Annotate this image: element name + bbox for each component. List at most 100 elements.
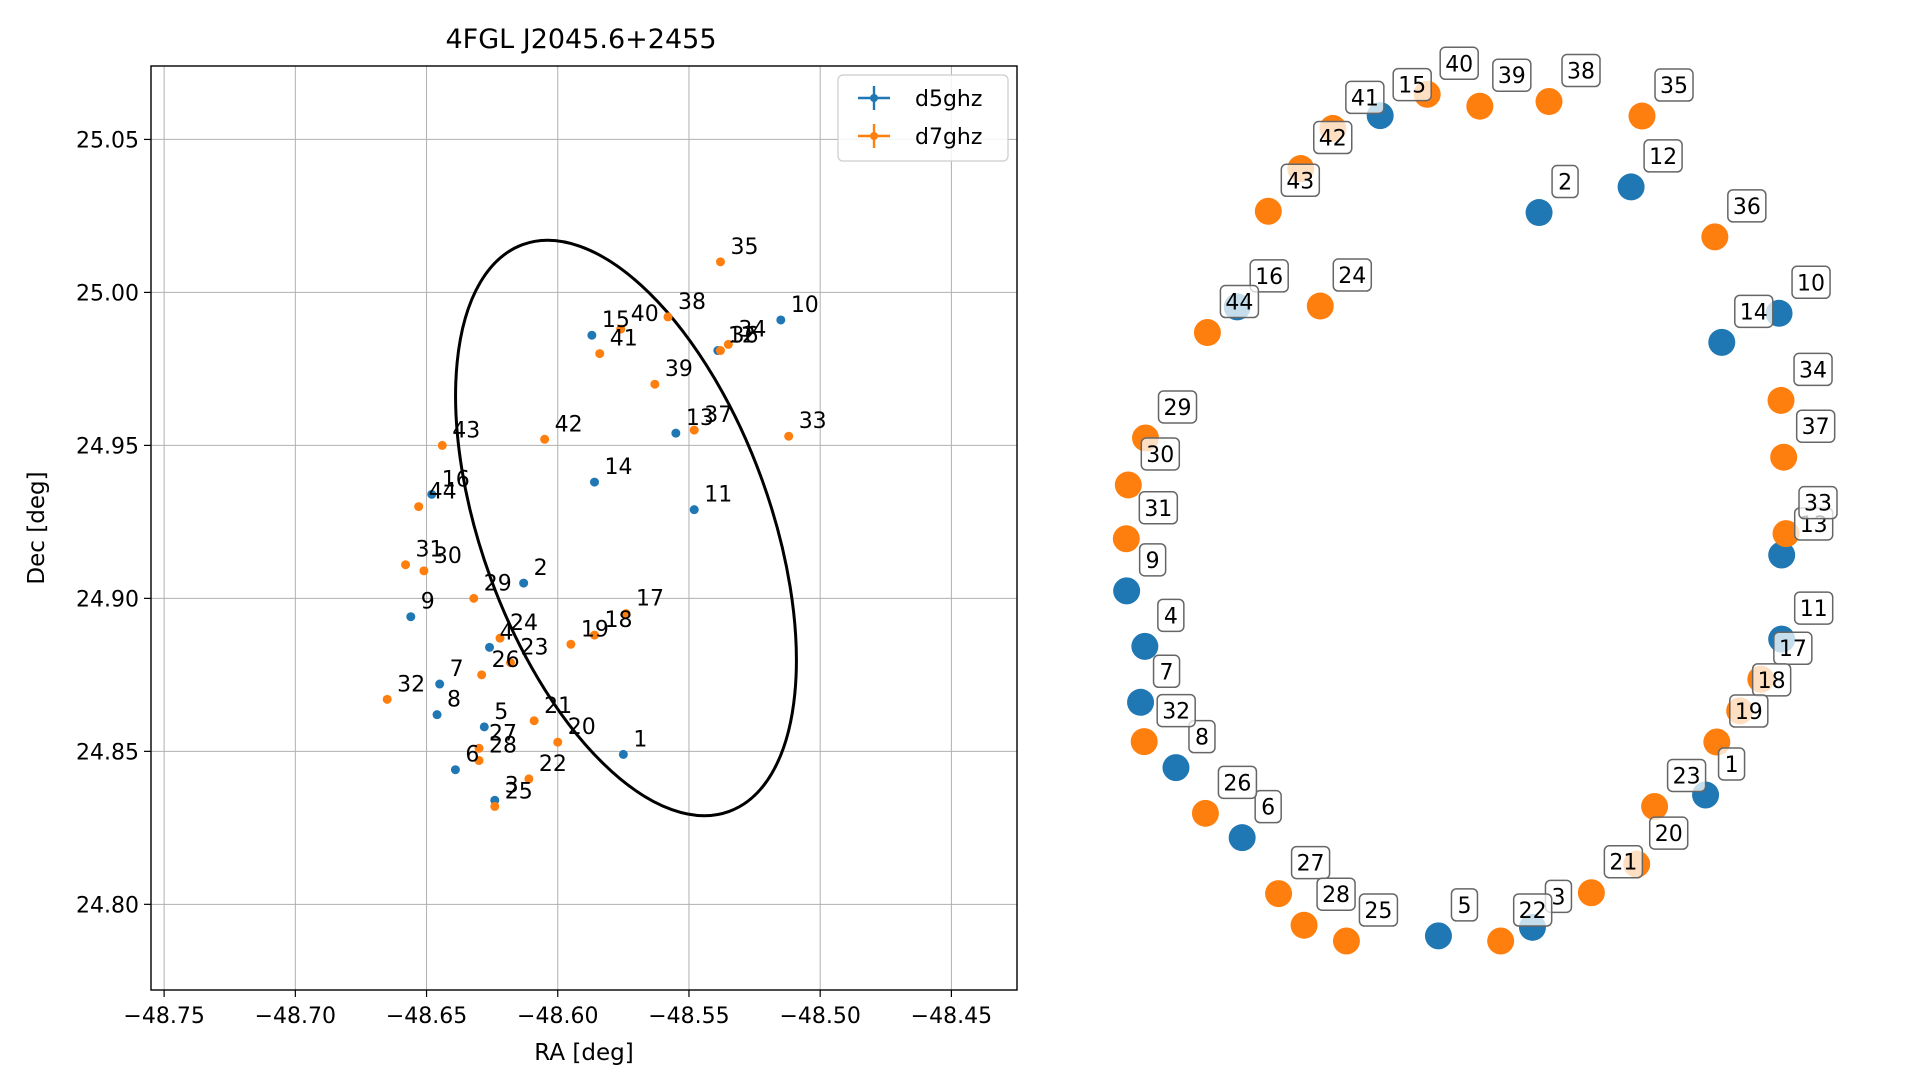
point-label-38: 38 bbox=[678, 290, 706, 315]
point-d5ghz-14 bbox=[589, 477, 599, 487]
point-label-27: 27 bbox=[489, 721, 517, 746]
point-label-22: 22 bbox=[539, 752, 567, 777]
ring-label-box bbox=[1280, 163, 1321, 198]
point-d5ghz-16 bbox=[427, 489, 437, 499]
ring-point-d7ghz-23 bbox=[1641, 792, 1669, 820]
ring-label-3: 3 bbox=[1551, 885, 1565, 910]
point-label-41: 41 bbox=[610, 327, 638, 352]
y-tick-label: 24.90 bbox=[76, 587, 139, 612]
point-d7ghz-40 bbox=[616, 324, 626, 334]
point-label-21: 21 bbox=[544, 694, 572, 719]
ring-point-d7ghz-22 bbox=[1487, 927, 1515, 955]
point-d7ghz-41 bbox=[595, 349, 605, 359]
point-d5ghz-8 bbox=[432, 710, 442, 720]
ring-label-37: 37 bbox=[1802, 415, 1830, 440]
y-tick-label: 25.00 bbox=[76, 281, 139, 306]
ring-label-16: 16 bbox=[1255, 265, 1283, 290]
point-label-19: 19 bbox=[581, 617, 609, 642]
ring-label-box bbox=[1603, 844, 1644, 879]
ring-point-d7ghz-26 bbox=[1191, 799, 1219, 827]
point-d7ghz-34 bbox=[723, 339, 733, 349]
point-d7ghz-22 bbox=[524, 774, 534, 784]
point-label-17: 17 bbox=[636, 587, 664, 612]
ring-label-43: 43 bbox=[1286, 169, 1314, 194]
legend-label-d5ghz: d5ghz bbox=[915, 87, 982, 112]
ring-label-44: 44 bbox=[1225, 291, 1253, 316]
point-d7ghz-18 bbox=[589, 630, 599, 640]
ring-label-box bbox=[1717, 747, 1746, 781]
point-d7ghz-32 bbox=[382, 694, 392, 704]
point-d7ghz-33 bbox=[784, 431, 794, 441]
ring-label-42: 42 bbox=[1319, 127, 1347, 152]
point-label-26: 26 bbox=[492, 648, 520, 673]
ring-label-30: 30 bbox=[1146, 443, 1174, 468]
ring-point-d7ghz-44 bbox=[1193, 319, 1221, 347]
ring-point-d5ghz-13 bbox=[1768, 541, 1796, 569]
point-label-1: 1 bbox=[633, 727, 647, 752]
point-d7ghz-44 bbox=[414, 502, 424, 512]
ring-label-23: 23 bbox=[1673, 764, 1701, 789]
ring-label-5: 5 bbox=[1457, 894, 1471, 919]
ring-label-21: 21 bbox=[1609, 851, 1637, 876]
point-label-44: 44 bbox=[429, 480, 457, 505]
ring-point-d7ghz-43 bbox=[1254, 197, 1282, 225]
point-label-12: 12 bbox=[728, 324, 756, 349]
ring-label-box bbox=[1791, 265, 1831, 300]
point-label-3: 3 bbox=[505, 773, 519, 798]
point-d5ghz-6 bbox=[450, 765, 460, 775]
point-label-5: 5 bbox=[494, 700, 508, 725]
ring-label-4: 4 bbox=[1164, 604, 1178, 629]
point-label-20: 20 bbox=[568, 715, 596, 740]
y-ticks: 24.80 24.85 24.90 24.95 25.00 25.05 bbox=[76, 128, 151, 918]
point-d5ghz-5 bbox=[479, 722, 489, 732]
ring-label-8: 8 bbox=[1195, 726, 1209, 751]
point-d7ghz-31 bbox=[401, 560, 411, 570]
grid bbox=[151, 66, 1017, 990]
ring-label-40: 40 bbox=[1445, 52, 1473, 77]
ring-point-d5ghz-9 bbox=[1113, 577, 1141, 605]
point-d7ghz-26 bbox=[477, 670, 487, 680]
legend: d5ghz d7ghz bbox=[837, 74, 1009, 162]
right-chart: 1234567891011121314151617181920212223242… bbox=[1112, 46, 1838, 955]
ring-label-box bbox=[1729, 694, 1769, 728]
ring-label-14: 14 bbox=[1740, 300, 1768, 325]
ring-label-17: 17 bbox=[1779, 637, 1807, 662]
ring-label-box bbox=[1140, 437, 1181, 471]
point-label-42: 42 bbox=[555, 412, 583, 437]
point-d7ghz-25 bbox=[490, 801, 500, 811]
point-d7ghz-30 bbox=[419, 566, 429, 576]
point-label-33: 33 bbox=[799, 409, 827, 434]
ring-label-box bbox=[1345, 80, 1385, 115]
point-label-36: 36 bbox=[730, 324, 758, 349]
legend-marker-d7ghz bbox=[858, 124, 890, 148]
point-d7ghz-43 bbox=[437, 440, 447, 450]
ring-label-box bbox=[1793, 352, 1833, 387]
point-d5ghz-2 bbox=[519, 578, 529, 588]
error-ellipse bbox=[454, 238, 798, 818]
error-ellipse-group bbox=[454, 238, 798, 818]
ring-label-2: 2 bbox=[1558, 171, 1572, 196]
point-d5ghz-7 bbox=[435, 679, 445, 689]
point-d5ghz-15 bbox=[587, 330, 597, 340]
ring-label-36: 36 bbox=[1733, 195, 1761, 220]
ring-label-15: 15 bbox=[1398, 74, 1426, 99]
ring-label-27: 27 bbox=[1297, 852, 1325, 877]
ring-label-38: 38 bbox=[1567, 60, 1595, 85]
x-tick-label: −48.75 bbox=[123, 1004, 204, 1029]
legend-label-d7ghz: d7ghz bbox=[915, 125, 982, 150]
ring-label-26: 26 bbox=[1223, 771, 1251, 796]
plot-frame bbox=[150, 65, 1018, 991]
point-label-7: 7 bbox=[450, 657, 464, 682]
point-label-15: 15 bbox=[602, 308, 630, 333]
point-label-39: 39 bbox=[665, 357, 693, 382]
point-label-4: 4 bbox=[500, 620, 514, 645]
point-label-24: 24 bbox=[510, 611, 538, 636]
ring-label-box bbox=[1793, 591, 1834, 625]
ring-label-box bbox=[1217, 765, 1258, 800]
ring-label-1: 1 bbox=[1725, 753, 1739, 778]
point-label-2: 2 bbox=[534, 556, 548, 581]
chart-title: 4FGL J2045.6+2455 bbox=[445, 24, 716, 55]
point-label-35: 35 bbox=[730, 235, 758, 260]
legend-marker-d5ghz bbox=[858, 86, 890, 110]
